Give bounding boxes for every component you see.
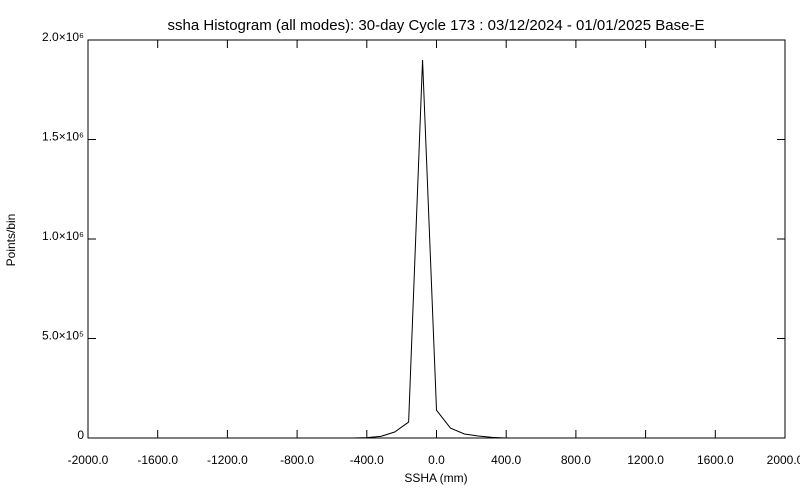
x-tick-label: -2000.0 [68,453,109,467]
x-tick-label: -1600.0 [137,453,178,467]
x-tick-label: 1600.0 [697,453,734,467]
y-axis-label: Points/bin [4,214,18,267]
x-tick-label: -800.0 [280,453,314,467]
x-tick-label: 2000.0 [767,453,800,467]
x-axis-label: SSHA (mm) [404,471,467,485]
y-tick-label: 5.0×10⁵ [42,329,84,343]
y-tick-label: 2.0×10⁶ [42,30,84,44]
x-tick-label: -400.0 [350,453,384,467]
histogram-line [88,59,785,439]
x-tick-label: 800.0 [561,453,591,467]
y-tick-label: 1.5×10⁶ [42,130,84,144]
x-tick-label: -1200.0 [207,453,248,467]
y-tick-label: 0 [77,428,84,442]
x-tick-label: 0.0 [428,453,445,467]
y-tick-label: 1.0×10⁶ [42,229,84,243]
x-tick-label: 1200.0 [627,453,664,467]
x-tick-label: 400.0 [491,453,521,467]
chart-title: ssha Histogram (all modes): 30-day Cycle… [168,17,705,34]
plot-frame [87,39,786,439]
